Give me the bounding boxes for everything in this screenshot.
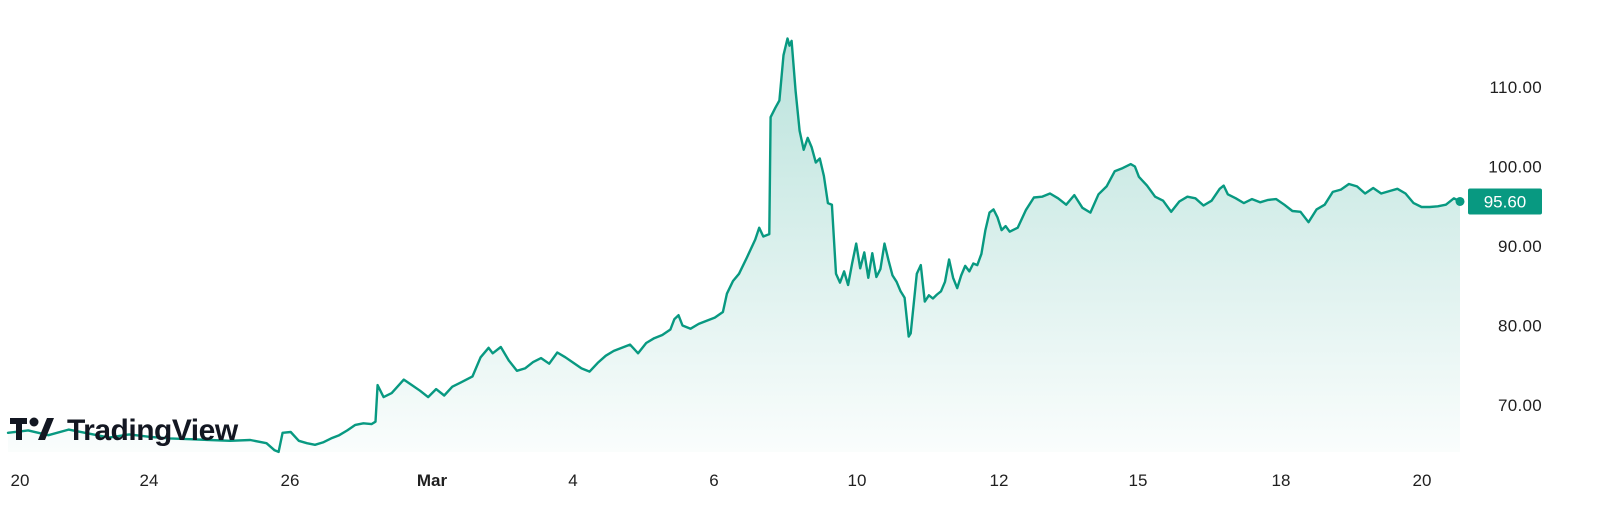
last-price-label: 95.60: [1484, 192, 1527, 211]
x-tick-label: 20: [11, 471, 30, 490]
price-area-fill: [8, 38, 1460, 452]
x-axis: 20 24 26 Mar 4 6 10 12 15 18 20: [11, 471, 1432, 490]
x-tick-label: 26: [281, 471, 300, 490]
x-tick-label: 24: [140, 471, 159, 490]
tradingview-logo-icon: [10, 417, 54, 440]
y-tick-label: 100.00: [1488, 158, 1542, 177]
x-tick-label: 12: [990, 471, 1009, 490]
tradingview-logo-text: TradingView: [67, 414, 239, 447]
x-tick-label: Mar: [417, 471, 448, 490]
y-axis: 70.00 80.00 90.00 100.00 110.00: [1488, 78, 1542, 415]
last-price-marker: 95.60: [1455, 188, 1542, 215]
x-tick-label: 6: [709, 471, 718, 490]
last-price-dot: [1455, 196, 1465, 206]
y-tick-label: 90.00: [1498, 237, 1542, 256]
y-tick-label: 80.00: [1498, 317, 1542, 336]
x-tick-label: 15: [1129, 471, 1148, 490]
x-tick-label: 20: [1413, 471, 1432, 490]
last-price-badge: [1468, 188, 1542, 215]
x-tick-label: 18: [1272, 471, 1291, 490]
x-tick-label: 10: [848, 471, 867, 490]
y-tick-label: 70.00: [1498, 396, 1542, 415]
tradingview-logo: TradingView: [10, 414, 239, 447]
x-tick-label: 4: [568, 471, 577, 490]
y-tick-label: 110.00: [1489, 78, 1542, 97]
price-line: [6, 37, 1462, 454]
